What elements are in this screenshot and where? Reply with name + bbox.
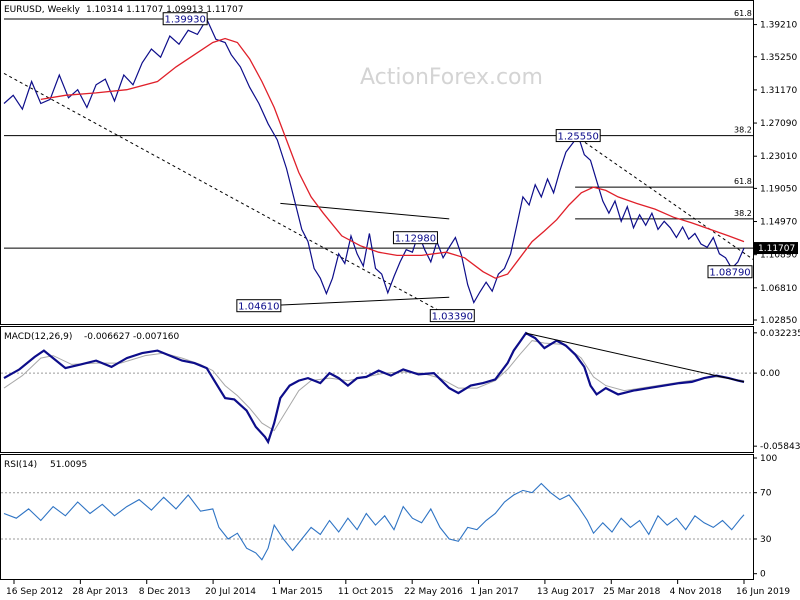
- price-annotation-box: [392, 231, 438, 245]
- macd-main-line: [3, 331, 745, 445]
- price-y-tick-label: 1.02850: [760, 316, 797, 326]
- price-annotation-box: [236, 299, 282, 313]
- level-label-fib-top: 61.8: [734, 9, 752, 18]
- watermark: ActionForex.com: [360, 65, 543, 90]
- level-label-fib-short-38: 38.2: [734, 209, 752, 218]
- trendline-long-downtrend: [3, 72, 456, 321]
- macd-y-tick-label: 0.00: [760, 369, 780, 379]
- rsi-y-tick-label: 30: [760, 535, 772, 545]
- price-annotation-label: 1.39930: [164, 15, 205, 26]
- price-panel-title: EURUSD, Weekly: [4, 5, 81, 15]
- price-annotation-label: 1.08790: [709, 268, 750, 279]
- x-tick-label: 4 Nov 2018: [670, 587, 722, 597]
- rsi-panel-title: RSI(14): [4, 460, 37, 470]
- x-tick-label: 1 Jan 2017: [471, 587, 519, 597]
- x-tick-label: 16 Jun 2019: [736, 587, 790, 597]
- x-tick-label: 20 Jul 2014: [205, 587, 256, 597]
- level-label-fib-short-61: 61.8: [734, 177, 752, 186]
- x-tick-label: 11 Oct 2015: [338, 587, 394, 597]
- macd-plot: [1, 331, 753, 445]
- price-annotation-label: 1.12980: [395, 234, 436, 245]
- rsi-y-tick-label: 0: [760, 570, 766, 580]
- price-y-tick-label: 1.19050: [760, 184, 797, 194]
- price-ohlc-readout: 1.10314 1.11707 1.09913 1.11707: [86, 5, 243, 15]
- last-price-tag: [754, 242, 798, 255]
- rsi-series-line: [3, 482, 745, 561]
- x-tick-label: 22 May 2016: [404, 587, 463, 597]
- price-y-tick-label: 1.27090: [760, 119, 797, 129]
- macd-panel-frame: [0, 326, 754, 453]
- price-y-tick-label: 1.23010: [760, 152, 797, 162]
- price-annotation-box: [429, 309, 475, 323]
- price-annotation-box: [707, 265, 753, 279]
- macd-y-tick-label: -0.058434: [760, 442, 800, 452]
- macd-panel-title: MACD(12,26,9): [4, 332, 72, 342]
- rsi-y-tick-label: 100: [760, 454, 777, 464]
- price-annotation-box: [555, 129, 601, 143]
- price-y-tick-label: 1.14970: [760, 218, 797, 228]
- x-tick-label: 16 Sep 2012: [6, 587, 63, 597]
- price-annotation-box: [162, 12, 208, 26]
- macd-y-tick-label: 0.032235: [760, 329, 800, 339]
- price-plot: 61.8 38.2 61.8 38.2 1.39930 1.04610 1.12980 1.0…: [3, 9, 754, 323]
- rsi-y-tick-label: 70: [760, 489, 772, 499]
- level-label-fib-upper: 38.2: [734, 126, 752, 135]
- x-tick-label: 28 Apr 2013: [72, 587, 128, 597]
- last-price-tag-label: 1.11707: [758, 244, 795, 254]
- x-tick-label: 1 Mar 2015: [271, 587, 322, 597]
- macd-values-readout: -0.006627 -0.007160: [84, 332, 180, 342]
- price-y-tick-label: 1.06810: [760, 284, 797, 294]
- price-y-tick-label: 1.10890: [760, 251, 797, 261]
- macd-trendline: [525, 332, 745, 383]
- x-tick-label: 13 Aug 2017: [537, 587, 595, 597]
- rsi-panel-frame: [0, 454, 754, 580]
- rsi-plot: [1, 482, 753, 561]
- axes: 1.39210 1.35250 1.31170 1.27090 1.23010 1.190…: [6, 21, 800, 597]
- price-y-tick-label: 1.35250: [760, 53, 797, 63]
- trendline-recent-downtrend: [574, 135, 754, 260]
- x-tick-label: 8 Dec 2013: [139, 587, 191, 597]
- price-annotation-label: 1.25550: [558, 132, 599, 143]
- price-annotation-label: 1.03390: [432, 312, 473, 323]
- price-annotation-label: 1.04610: [238, 302, 279, 313]
- rsi-value-readout: 51.0095: [50, 460, 87, 470]
- trendline-triangle-top: [280, 202, 450, 220]
- price-y-tick-label: 1.31170: [760, 86, 797, 96]
- sma-series-line: [40, 37, 745, 279]
- price-panel-frame: [0, 0, 754, 325]
- price-y-tick-label: 1.39210: [760, 21, 797, 31]
- x-tick-label: 25 Mar 2018: [603, 587, 660, 597]
- trendline-triangle-bottom: [264, 296, 450, 307]
